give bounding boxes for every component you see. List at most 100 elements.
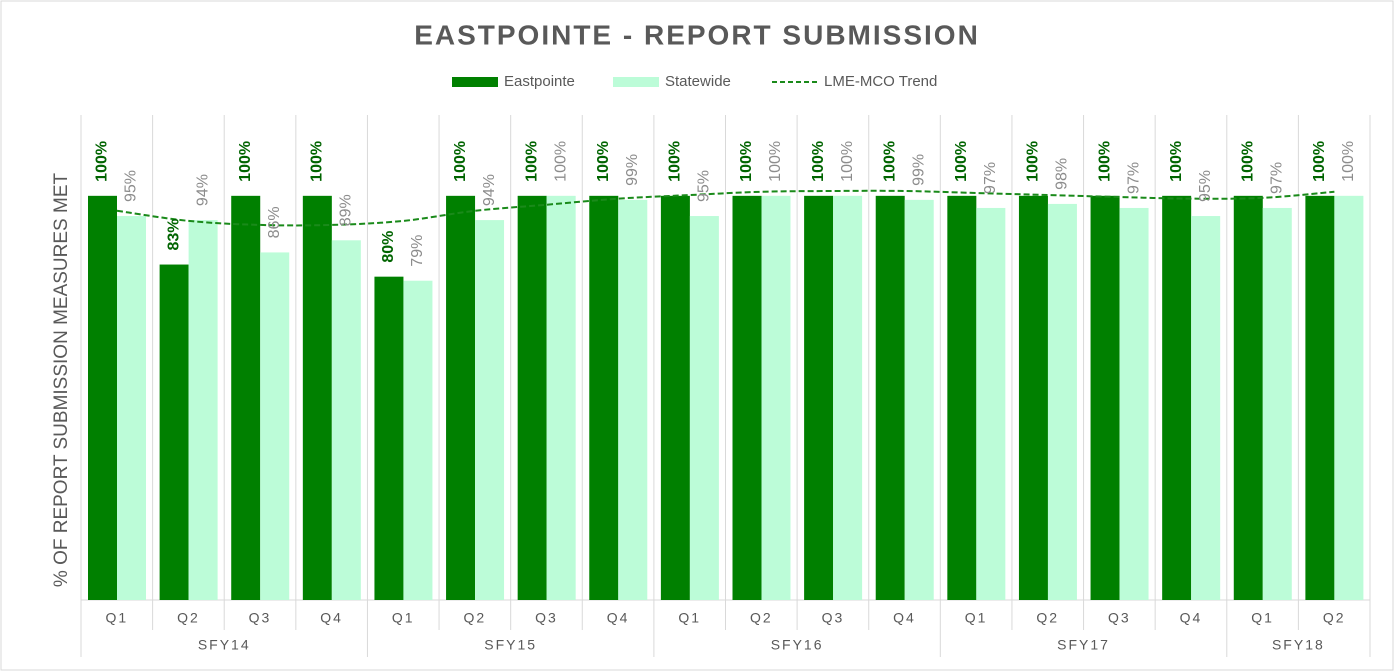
data-label: 100% (1168, 141, 1185, 182)
x-tick-label: Q4 (607, 610, 630, 626)
bar (1162, 195, 1192, 601)
x-tick-label: Q3 (249, 610, 272, 626)
bar (1262, 207, 1292, 601)
x-tick-label: Q2 (1036, 610, 1059, 626)
bar (1090, 195, 1120, 601)
data-label: 100% (1096, 141, 1113, 182)
data-label: 100% (552, 141, 569, 182)
bar (446, 195, 476, 601)
data-label: 97% (1125, 162, 1142, 194)
bar (403, 280, 433, 600)
data-label: 79% (409, 235, 426, 267)
data-label: 100% (452, 141, 469, 182)
group-label: SFY18 (1272, 637, 1325, 653)
bar (804, 195, 834, 601)
data-label: 95% (1197, 170, 1214, 202)
legend-label: Eastpointe (504, 73, 575, 90)
bar (689, 216, 719, 600)
data-label: 80% (380, 231, 397, 263)
data-label: 100% (1025, 141, 1042, 182)
bar (260, 252, 290, 600)
bar (517, 195, 547, 601)
bar (875, 195, 905, 601)
chart-title: EASTPOINTE - REPORT SUBMISSION (414, 19, 980, 50)
data-label: 100% (1311, 141, 1328, 182)
bar (1233, 195, 1263, 601)
bar (904, 199, 934, 600)
x-tick-label: Q2 (1323, 610, 1346, 626)
data-label: 98% (1054, 158, 1071, 190)
data-label: 100% (309, 141, 326, 182)
x-tick-label: Q1 (392, 610, 415, 626)
legend-swatch (452, 77, 498, 87)
y-axis-label: % OF REPORT SUBMISSION MEASURES MET (51, 173, 72, 588)
bar (947, 195, 977, 601)
data-label: 100% (94, 141, 111, 182)
x-tick-label: Q2 (177, 610, 200, 626)
bar (1305, 195, 1335, 601)
data-label: 89% (338, 194, 355, 226)
x-tick-label: Q4 (893, 610, 916, 626)
bar (159, 264, 189, 600)
bar (117, 216, 146, 600)
data-label: 100% (1239, 141, 1256, 182)
bar (546, 195, 576, 601)
x-tick-label: Q2 (750, 610, 773, 626)
bar (732, 195, 762, 601)
x-tick-label: Q3 (822, 610, 845, 626)
legend-label: Statewide (665, 73, 731, 90)
bar (374, 276, 404, 600)
bar (231, 195, 261, 601)
legend-swatch (613, 77, 659, 87)
bar (88, 195, 117, 601)
data-label: 94% (194, 174, 211, 206)
x-tick-label: Q1 (678, 610, 701, 626)
group-label: SFY15 (484, 637, 537, 653)
data-label: 100% (237, 141, 254, 182)
data-label: 100% (953, 141, 970, 182)
bar (618, 199, 648, 600)
x-tick-label: Q4 (320, 610, 343, 626)
trend-line (116, 189, 1335, 227)
bar (833, 195, 863, 601)
data-label: 100% (595, 141, 612, 182)
data-label: 100% (523, 141, 540, 182)
bar (1018, 195, 1048, 601)
bar (660, 195, 690, 601)
x-tick-label: Q1 (965, 610, 988, 626)
data-label: 97% (1268, 162, 1285, 194)
bar (1119, 207, 1149, 601)
data-label: 100% (1340, 141, 1357, 182)
bar (976, 207, 1006, 601)
data-label: 100% (881, 141, 898, 182)
data-label: 99% (910, 154, 927, 186)
bar (302, 195, 332, 601)
data-label: 97% (982, 162, 999, 194)
data-label: 95% (696, 170, 713, 202)
data-label: 100% (839, 141, 856, 182)
x-tick-label: Q3 (1108, 610, 1131, 626)
bar (589, 195, 619, 601)
data-label: 86% (266, 206, 283, 238)
data-label: 100% (810, 141, 827, 182)
bar (188, 220, 218, 601)
x-tick-label: Q4 (1180, 610, 1203, 626)
x-tick-label: Q2 (464, 610, 487, 626)
data-label: 95% (123, 170, 140, 202)
x-tick-label: Q1 (105, 610, 128, 626)
data-label: 100% (738, 141, 755, 182)
bar (1047, 203, 1077, 600)
group-label: SFY17 (1057, 637, 1110, 653)
x-tick-label: Q3 (535, 610, 558, 626)
bar (475, 220, 505, 601)
legend-label: LME-MCO Trend (824, 73, 937, 90)
data-label: 100% (767, 141, 784, 182)
x-tick-label: Q1 (1251, 610, 1274, 626)
bar (331, 240, 361, 600)
data-label: 99% (624, 154, 641, 186)
data-label: 83% (165, 219, 182, 251)
bar (761, 195, 791, 601)
group-label: SFY16 (771, 637, 824, 653)
bar (1334, 195, 1364, 601)
